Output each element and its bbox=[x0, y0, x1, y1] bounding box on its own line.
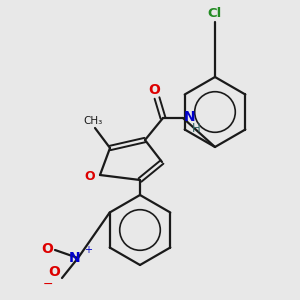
Text: CH₃: CH₃ bbox=[83, 116, 103, 126]
Text: N: N bbox=[68, 251, 80, 265]
Text: Cl: Cl bbox=[208, 7, 222, 20]
Text: O: O bbox=[148, 83, 160, 97]
Text: −: − bbox=[43, 278, 53, 290]
Text: H: H bbox=[192, 122, 201, 134]
Text: O: O bbox=[84, 170, 95, 184]
Text: O: O bbox=[48, 265, 60, 279]
Text: +: + bbox=[84, 245, 92, 255]
Text: N: N bbox=[184, 110, 196, 124]
Text: O: O bbox=[41, 242, 53, 256]
